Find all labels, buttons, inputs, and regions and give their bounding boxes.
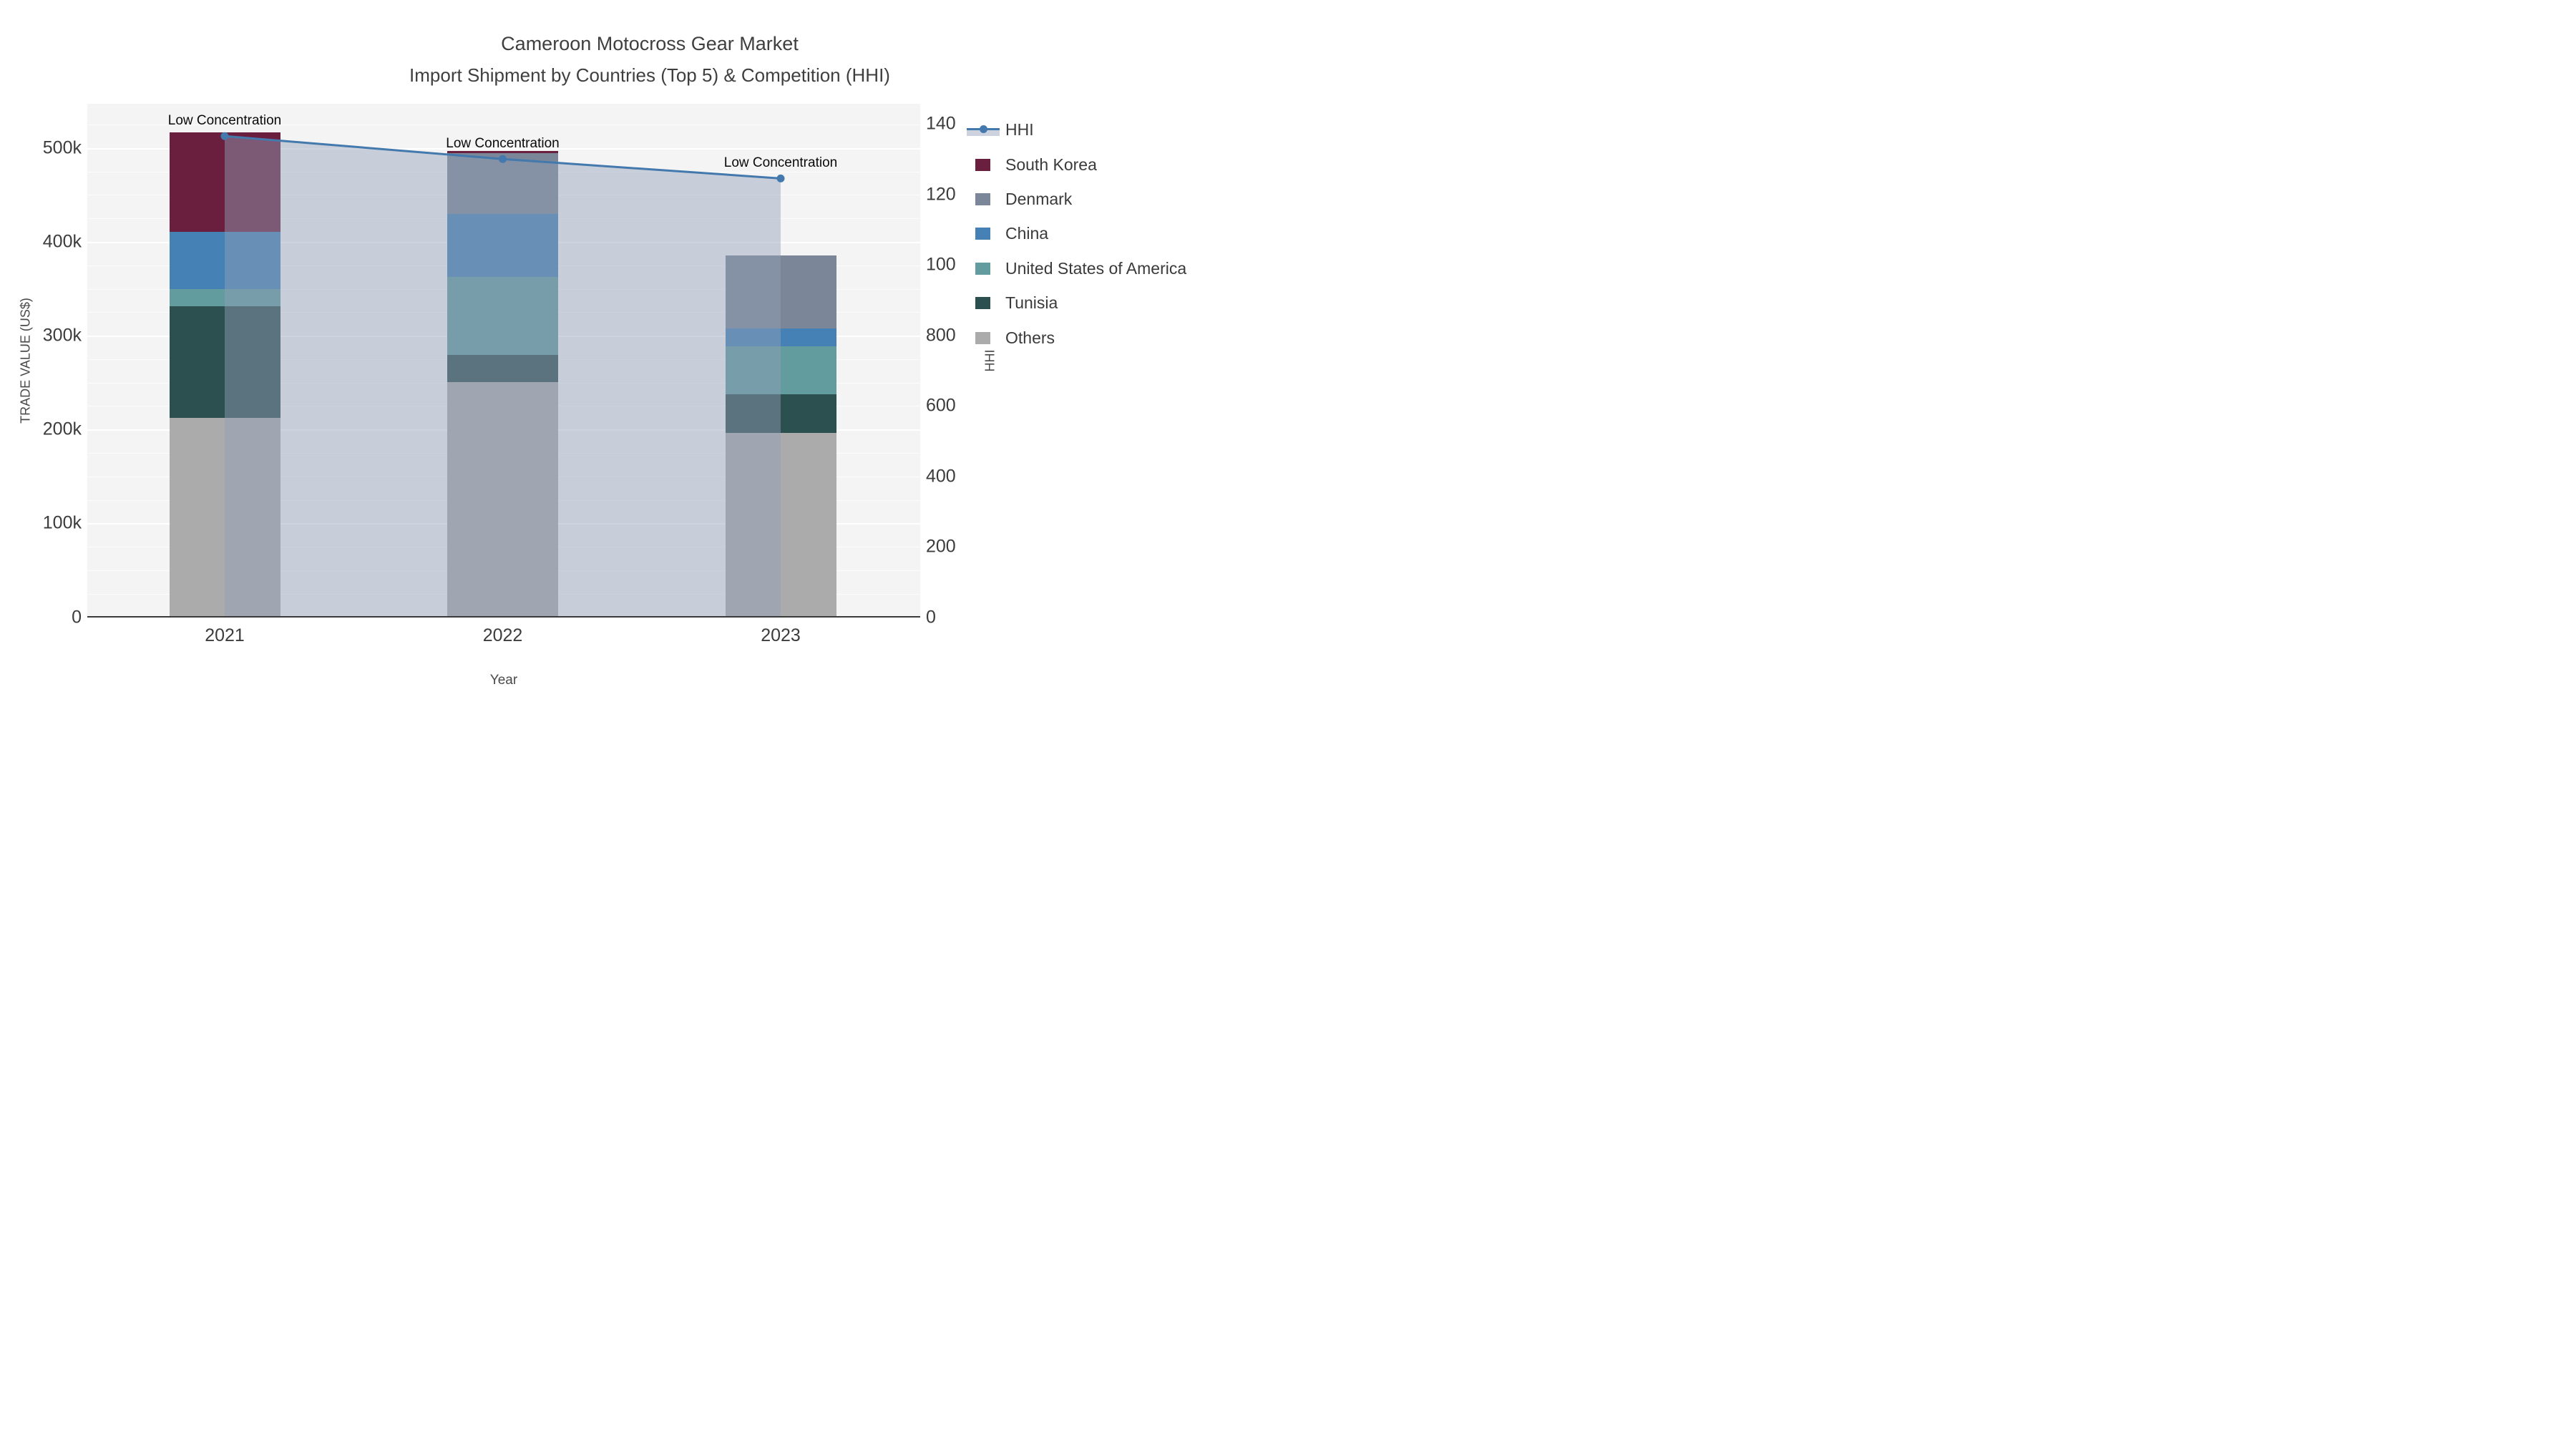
bar-segment-2023-tunisia [725,394,836,433]
legend-swatch-united-states-of-america [975,262,990,275]
legend-label: Tunisia [1005,293,1058,312]
legend-item-china: China [967,222,1048,246]
plot-area: Low Concentration Low Concentration Low Co… [87,104,920,618]
legend-item-tunisia: Tunisia [967,291,1058,316]
hhi-line-swatch [967,122,1000,137]
legend-label: China [1005,224,1049,243]
y-right-tick-800: 800 [926,325,956,345]
y-right-tick-600: 600 [926,395,956,416]
bar-segment-2021-china [169,232,280,290]
y-axis-right-label: HHI [982,349,997,372]
y-left-tick-500k: 500k [42,137,82,158]
y-right-tick-400: 400 [926,466,956,486]
x-axis-line [87,616,920,618]
legend-label: HHI [1005,119,1034,139]
legend-item-united-states-of-america: United States of America [967,256,1186,280]
annotation-low-concentration-2022: Low Concentration [446,136,560,152]
x-axis-label: Year [489,673,518,688]
legend-item-denmark: Denmark [967,187,1072,212]
bar-segment-2022-denmark [447,152,558,215]
y-right-tick-120: 120 [926,184,956,204]
y-right-tick-200: 200 [926,536,956,557]
y-axis-left-label: TRADE VALUE (US$) [18,298,33,424]
annotation-low-concentration-2023: Low Concentration [723,155,838,171]
hhi-marker-2022 [499,155,507,163]
bar-segment-2021-south-korea [169,132,280,233]
legend-label: Denmark [1005,190,1073,208]
hhi-series-layer [220,132,785,618]
legend-label: South Korea [1005,155,1097,174]
legend-label: United States of America [1005,258,1187,278]
x-tick-2023: 2023 [761,625,801,645]
legend-swatch-denmark [975,193,990,205]
y-right-tick-100: 100 [926,254,956,275]
legend-label: Others [1005,328,1055,347]
x-tick-2021: 2021 [205,625,245,645]
gridline-major [87,147,920,150]
legend-swatch-tunisia [975,297,990,309]
y-left-tick-200k: 200k [42,419,82,439]
chart-title: Cameroon Motocross Gear Market Import Sh… [409,33,890,86]
hhi-area-fill [225,136,781,618]
y-left-tick-100k: 100k [42,512,82,533]
y-left-tick-0: 0 [72,607,82,627]
bar-segment-2021-tunisia [169,306,280,418]
y-left-tick-300k: 300k [42,325,82,346]
bar-segment-2022-others [447,381,558,618]
legend-item-hhi: HHI [967,117,1034,142]
legend-item-south-korea: South Korea [967,152,1097,177]
legend-swatch-china [975,228,990,240]
annotation-low-concentration-2021: Low Concentration [167,113,282,129]
y-left-tick-400k: 400k [42,231,82,252]
bar-segment-2023-china [725,328,836,347]
bar-segment-2023-others [725,432,836,618]
chart-title-line2: Import Shipment by Countries (Top 5) & C… [409,64,890,86]
bar-segment-2023-denmark [725,255,836,329]
bar-segment-2022-tunisia [447,354,558,382]
bar-segment-2022-south-korea [447,151,558,153]
chart-title-line1: Cameroon Motocross Gear Market [501,33,799,54]
legend-swatch-south-korea [975,158,990,171]
hhi-marker-2021 [220,132,229,140]
figure: Cameroon Motocross Gear Market Import Sh… [0,0,1288,725]
bar-segment-2023-united-states-of-america [725,346,836,394]
bar-segment-2022-china [447,214,558,277]
bar-segment-2021-united-states-of-america [169,289,280,306]
y-right-tick-0: 0 [926,607,936,627]
hhi-marker-2023 [776,174,785,182]
legend-item-others: Others [967,326,1055,350]
bar-segment-2022-united-states-of-america [447,276,558,355]
legend-swatch-others [975,331,990,344]
x-tick-2022: 2022 [482,625,523,645]
y-right-tick-140: 140 [926,113,956,134]
bar-segment-2021-others [169,417,280,618]
